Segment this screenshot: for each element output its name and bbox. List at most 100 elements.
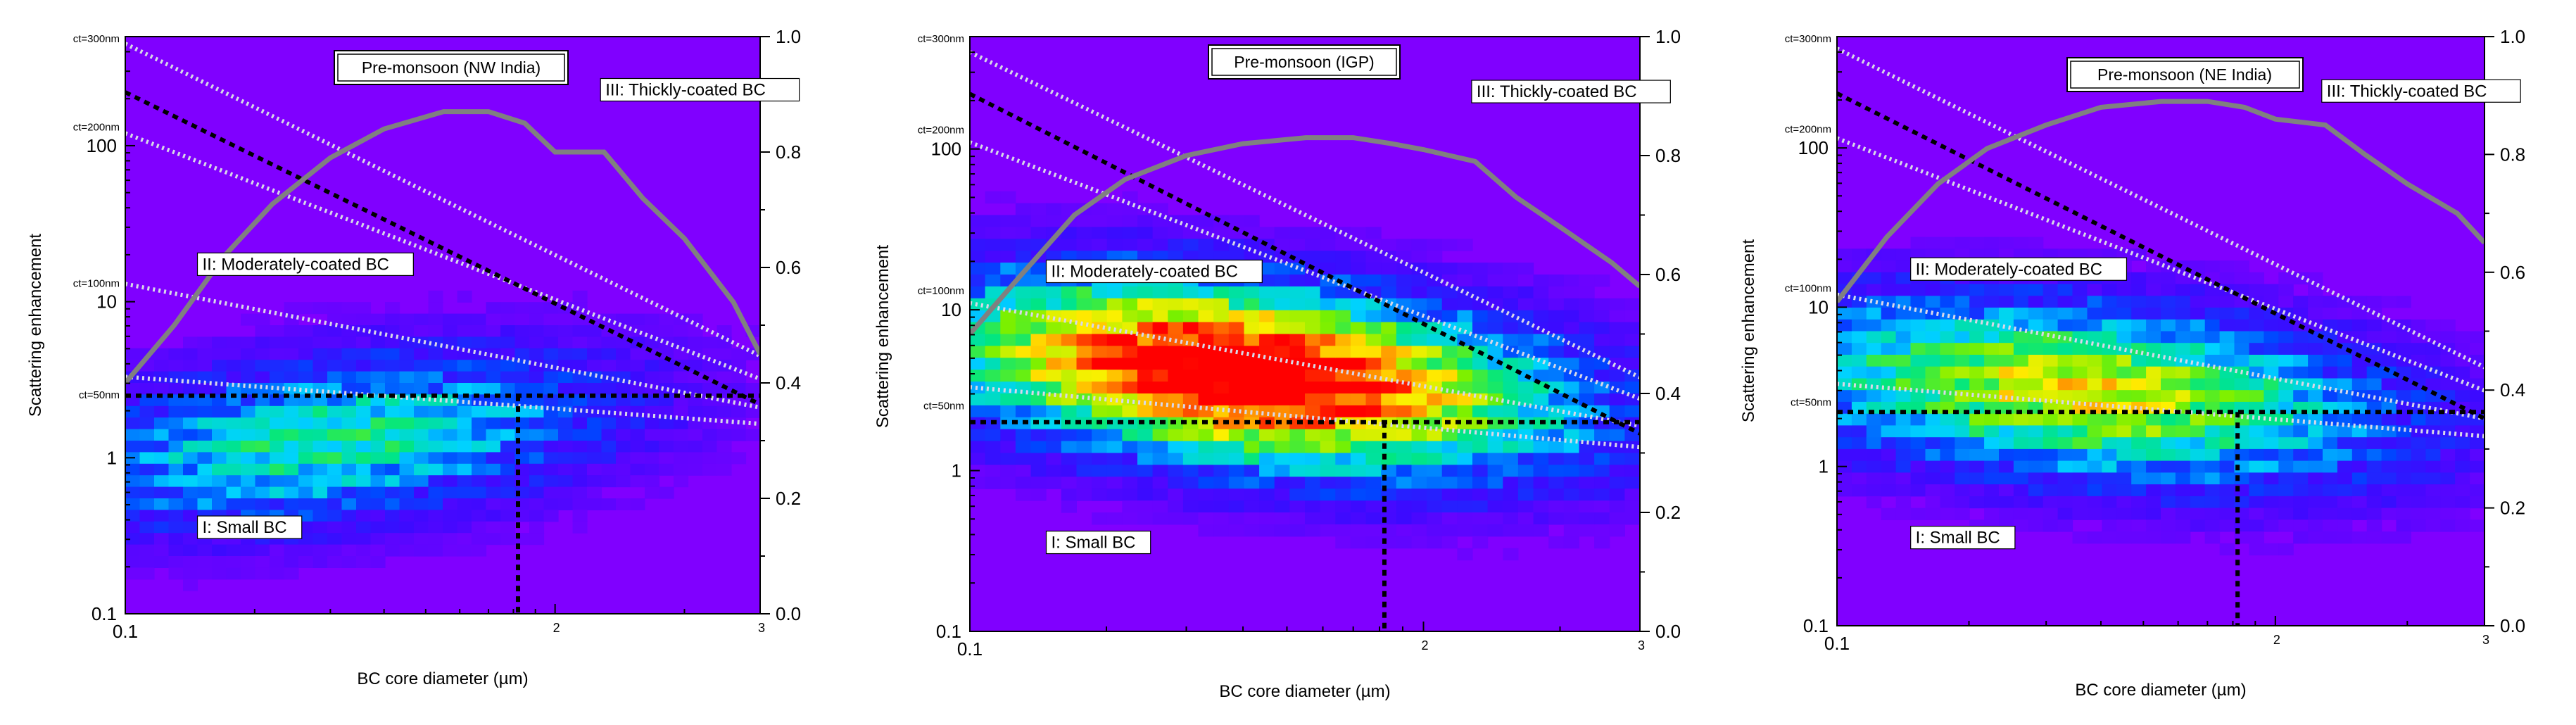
heatmap-cell [1411, 500, 1427, 513]
heatmap-cell [2366, 331, 2382, 343]
heatmap-cell [1015, 298, 1032, 311]
heatmap-cell [327, 521, 343, 534]
heatmap-cell [1472, 465, 1489, 477]
heatmap-cell [255, 463, 270, 476]
heatmap-cell [1411, 465, 1427, 477]
heatmap-cell [2146, 272, 2161, 285]
heatmap-cell [1122, 405, 1138, 418]
heatmap-cell [428, 405, 443, 418]
coating-thickness-line [1837, 382, 2485, 439]
heatmap-cell [1624, 512, 1640, 525]
heatmap-cell [1000, 298, 1016, 311]
heatmap-cell [1609, 370, 1625, 382]
heatmap-cell [2190, 378, 2206, 391]
heatmap-cell [970, 298, 986, 311]
heatmap-cell [1487, 263, 1503, 275]
heatmap-cell [1548, 405, 1565, 418]
heatmap-cell [1320, 500, 1336, 513]
heatmap-cell [370, 348, 386, 360]
heatmap-cell [1533, 512, 1549, 525]
heatmap-cell [2308, 401, 2323, 415]
heatmap-cell [312, 510, 328, 522]
heatmap-cell [1259, 453, 1275, 465]
heatmap-cell [312, 486, 328, 499]
heatmap-cell [139, 533, 155, 546]
heatmap-cell [1396, 488, 1412, 501]
heatmap-cell [514, 383, 530, 395]
heatmap-cell [1061, 429, 1077, 442]
heatmap-cell [2102, 355, 2117, 367]
heatmap-cell [1866, 308, 1882, 320]
heatmap-cell [1411, 239, 1427, 251]
heatmap-cell [1881, 378, 1897, 391]
heatmap-cell [2116, 343, 2132, 355]
heatmap-cell [298, 405, 314, 418]
heatmap-cell [1999, 460, 2014, 473]
heatmap-cell [255, 556, 270, 568]
heatmap-cell [1411, 358, 1427, 370]
heatmap-cell [2057, 448, 2073, 462]
heatmap-cell [688, 336, 703, 349]
heatmap-cell [1487, 441, 1503, 454]
heatmap-cell [414, 360, 429, 372]
heatmap-cell [1289, 524, 1306, 537]
heatmap-cell [630, 360, 645, 372]
heatmap-cell [2131, 390, 2147, 403]
heatmap-cell [2043, 437, 2059, 450]
heatmap-cell [1335, 227, 1351, 239]
heatmap-cell [428, 371, 443, 384]
heatmap-cell [659, 383, 674, 395]
heatmap-cell [1030, 334, 1047, 346]
heatmap-cell [1563, 310, 1579, 323]
heatmap-cell [356, 544, 372, 557]
heatmap-cell [1289, 382, 1306, 394]
heatmap-cell [2234, 401, 2249, 415]
heatmap-cell [1427, 441, 1443, 454]
x-tick-label: 3 [1638, 638, 1645, 652]
y-tick-label: 1 [952, 460, 961, 481]
heatmap-cell [327, 463, 343, 476]
heatmap-cell [443, 544, 458, 557]
heatmap-cell [2337, 425, 2353, 438]
heatmap-cell [558, 383, 574, 395]
heatmap-cell [1335, 382, 1351, 394]
heatmap-cell [1396, 239, 1412, 251]
heatmap-cell [529, 475, 545, 488]
heatmap-cell [1000, 191, 1016, 204]
heatmap-cell [970, 227, 986, 239]
heatmap-cell [1000, 358, 1016, 370]
heatmap-cell [1106, 346, 1123, 358]
heatmap-cell [1122, 488, 1138, 501]
y-tick-label: 1 [1819, 456, 1829, 477]
heatmap-cell [2175, 508, 2191, 520]
heatmap-cell [1396, 251, 1412, 263]
heatmap-cell [1940, 472, 1955, 485]
heatmap-cell [2190, 437, 2206, 450]
heatmap-cell [1487, 405, 1503, 418]
heatmap-cell [1955, 460, 1970, 473]
heatmap-cell [1106, 298, 1123, 311]
heatmap-cell [2425, 472, 2441, 485]
heatmap-cell [1350, 488, 1367, 501]
heatmap-cell [1320, 239, 1336, 251]
heatmap-cell [1259, 370, 1275, 382]
heatmap-cell [2161, 437, 2176, 450]
heatmap-cell [2440, 331, 2456, 343]
heatmap-cell [341, 533, 357, 546]
heatmap-cell [1441, 524, 1458, 537]
heatmap-cell [2116, 484, 2132, 497]
heatmap-cell [1350, 393, 1367, 406]
heatmap-cell [2425, 343, 2441, 355]
heatmap-cell [2146, 425, 2161, 438]
heatmap-cell [1457, 465, 1473, 477]
coating-thickness-line [970, 140, 1640, 401]
heatmap-cell [1244, 429, 1260, 442]
heatmap-cell [2396, 519, 2411, 532]
heatmap-cell [2351, 390, 2368, 403]
heatmap-cell [1579, 358, 1595, 370]
heatmap-cell [486, 383, 501, 395]
heatmap-cell [1030, 393, 1047, 406]
region-label-box [1910, 526, 2016, 550]
heatmap-cell [270, 405, 285, 418]
heatmap-cell [2043, 496, 2059, 509]
